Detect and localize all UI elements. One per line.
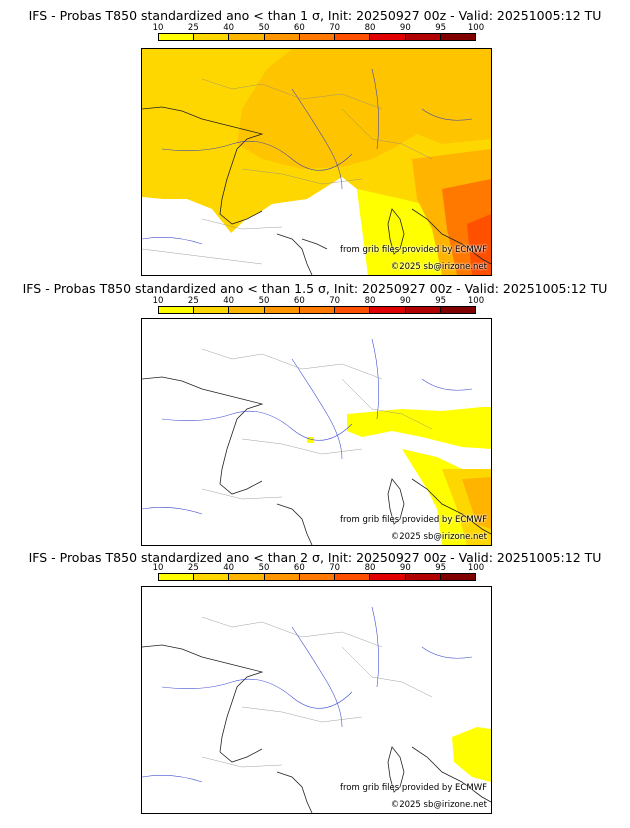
colorbar-swatches (158, 573, 476, 581)
panel-3-title: IFS - Probas T850 standardized ano < tha… (28, 550, 602, 565)
colorbar-tick-label: 90 (399, 563, 411, 573)
colorbar-labels: 10 25 40 50 60 70 80 90 95 100 (153, 563, 485, 573)
colorbar-swatch (335, 307, 371, 313)
panel-3-credit-source: from grib files provided by ECMWF (340, 783, 487, 793)
colorbar-tick-label: 95 (435, 563, 447, 573)
colorbar-tick-label: 50 (258, 23, 270, 33)
colorbar-tick-label: 40 (223, 23, 235, 33)
colorbar-tick-label: 95 (435, 23, 447, 33)
panel-1-credit-source: from grib files provided by ECMWF (340, 245, 487, 255)
colorbar-tick-label: 10 (152, 563, 164, 573)
panel-3-colorbar: 10 25 40 50 60 70 80 90 95 100 (153, 563, 485, 581)
colorbar-swatch (335, 574, 371, 580)
panel-1-title: IFS - Probas T850 standardized ano < tha… (28, 8, 602, 23)
colorbar-tick-label: 70 (329, 296, 341, 306)
colorbar-swatch (159, 34, 195, 40)
colorbar-swatch (440, 307, 475, 313)
colorbar-swatch (299, 574, 336, 580)
panel-2-credit-source: from grib files provided by ECMWF (340, 515, 487, 525)
coastlines (142, 106, 491, 275)
colorbar-tick-label: 10 (152, 296, 164, 306)
rivers (142, 338, 473, 515)
colorbar-tick-label: 80 (364, 563, 376, 573)
colorbar-swatch (440, 574, 475, 580)
panel-3-credit-copyright: ©2025 sb@irizone.net (390, 800, 487, 810)
colorbar-swatches (158, 33, 476, 41)
colorbar-swatch (159, 307, 195, 313)
panel-2-title: IFS - Probas T850 standardized ano < tha… (22, 281, 608, 296)
colorbar-tick-label: 80 (364, 296, 376, 306)
panel-1-colorbar: 10 25 40 50 60 70 80 90 95 100 (153, 23, 485, 41)
colorbar-tick-label: 95 (435, 296, 447, 306)
colorbar-swatch (194, 34, 230, 40)
panel-1-map: from grib files provided by ECMWF ©2025 … (141, 48, 492, 276)
colorbar-tick-label: 40 (223, 296, 235, 306)
colorbar-swatch (405, 307, 441, 313)
colorbar-swatch (405, 34, 441, 40)
colorbar-swatch (229, 307, 265, 313)
colorbar-tick-label: 100 (467, 296, 485, 306)
probability-shading (452, 727, 491, 782)
colorbar-swatch (299, 307, 336, 313)
probability-map-2 (142, 338, 491, 545)
colorbar-tick-label: 25 (187, 296, 199, 306)
colorbar-tick-label: 50 (258, 296, 270, 306)
borders (201, 348, 433, 500)
probability-shading (142, 49, 491, 275)
colorbar-tick-label: 60 (293, 296, 305, 306)
borders (142, 78, 433, 265)
colorbar-tick-label: 90 (399, 23, 411, 33)
rivers (142, 606, 473, 783)
colorbar-swatch (370, 307, 406, 313)
colorbar-tick-label: 50 (258, 563, 270, 573)
colorbar-swatch (194, 574, 230, 580)
colorbar-tick-label: 25 (187, 563, 199, 573)
colorbar-swatches (158, 306, 476, 314)
colorbar-swatch (370, 34, 406, 40)
colorbar-swatch (299, 34, 336, 40)
colorbar-tick-label: 10 (152, 23, 164, 33)
panel-2-credit-copyright: ©2025 sb@irizone.net (390, 532, 487, 542)
colorbar-swatch (264, 574, 300, 580)
panel-2-colorbar: 10 25 40 50 60 70 80 90 95 100 (153, 296, 485, 314)
colorbar-tick-label: 90 (399, 296, 411, 306)
colorbar-tick-label: 60 (293, 563, 305, 573)
colorbar-swatch (264, 307, 300, 313)
borders (201, 616, 433, 768)
rivers (142, 68, 473, 245)
probability-map-1 (142, 49, 491, 275)
colorbar-tick-label: 60 (293, 23, 305, 33)
colorbar-swatch (159, 574, 195, 580)
colorbar-swatch (405, 574, 441, 580)
coastlines (142, 644, 491, 813)
panel-1-credit-copyright: ©2025 sb@irizone.net (390, 262, 487, 272)
colorbar-labels: 10 25 40 50 60 70 80 90 95 100 (153, 23, 485, 33)
colorbar-labels: 10 25 40 50 60 70 80 90 95 100 (153, 296, 485, 306)
colorbar-tick-label: 70 (329, 23, 341, 33)
colorbar-swatch (440, 34, 475, 40)
panel-2-map: from grib files provided by ECMWF ©2025 … (141, 318, 492, 546)
colorbar-tick-label: 100 (467, 563, 485, 573)
colorbar-swatch (370, 574, 406, 580)
colorbar-tick-label: 80 (364, 23, 376, 33)
colorbar-tick-label: 100 (467, 23, 485, 33)
colorbar-tick-label: 70 (329, 563, 341, 573)
probability-shading (307, 407, 491, 545)
colorbar-swatch (194, 307, 230, 313)
panel-3-map: from grib files provided by ECMWF ©2025 … (141, 586, 492, 814)
colorbar-tick-label: 25 (187, 23, 199, 33)
coastlines (142, 376, 491, 545)
colorbar-swatch (229, 574, 265, 580)
colorbar-swatch (335, 34, 371, 40)
probability-map-3 (142, 606, 491, 813)
colorbar-tick-label: 40 (223, 563, 235, 573)
colorbar-swatch (229, 34, 265, 40)
colorbar-swatch (264, 34, 300, 40)
